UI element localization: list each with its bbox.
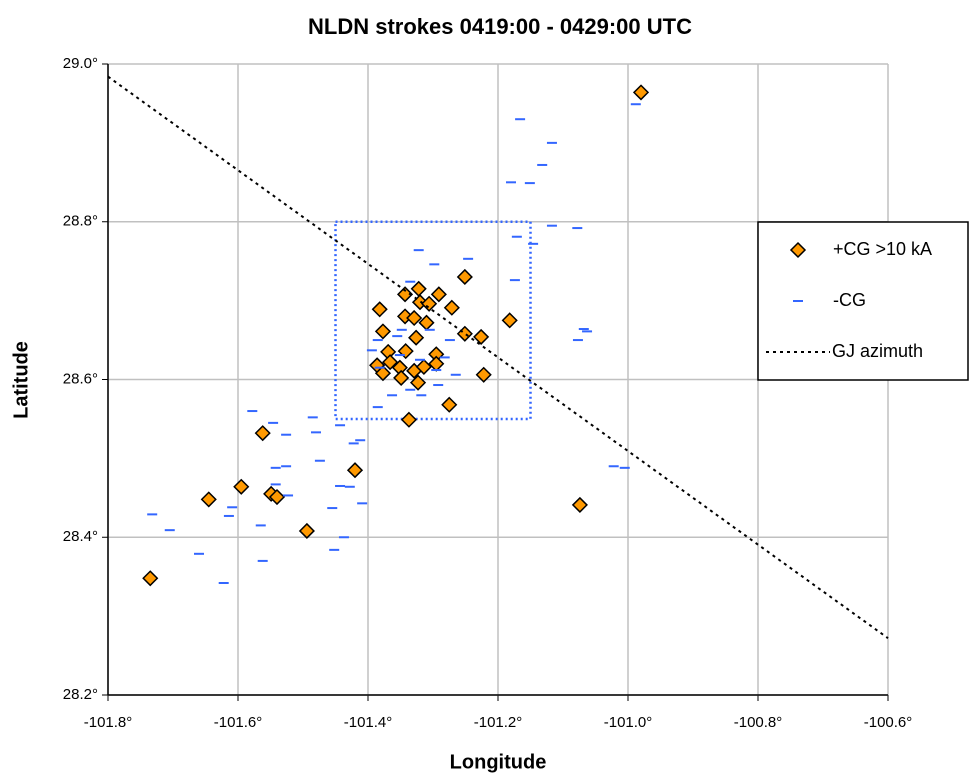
point <box>374 365 392 382</box>
point <box>268 488 286 506</box>
point <box>632 84 650 101</box>
x-tick-label: -101.6° <box>214 714 263 731</box>
point <box>371 301 388 318</box>
point <box>346 462 364 479</box>
point <box>374 323 392 340</box>
y-tick-label: 28.4° <box>63 528 98 545</box>
y-axis-title: Latitude <box>10 341 32 419</box>
x-axis-title: Longitude <box>450 751 547 773</box>
point <box>571 496 588 513</box>
point <box>382 354 399 371</box>
point <box>456 268 473 286</box>
point <box>400 411 418 428</box>
point <box>443 299 460 316</box>
legend-label: -CG <box>833 290 866 310</box>
point <box>254 425 271 442</box>
region-box <box>334 220 532 421</box>
point <box>428 355 445 372</box>
legend-label: +CG >10 kA <box>833 239 932 259</box>
point <box>441 396 458 413</box>
point <box>475 366 492 383</box>
point <box>415 358 432 375</box>
x-tick-label: -101.4° <box>344 714 393 731</box>
point <box>430 286 447 303</box>
point <box>501 312 518 329</box>
chart-title: NLDN strokes 0419:00 - 0429:00 UTC <box>308 14 692 39</box>
y-tick-label: 29.0° <box>63 55 98 72</box>
y-tick-label: 28.8° <box>63 213 98 230</box>
point <box>408 329 425 346</box>
point <box>456 325 473 342</box>
point <box>233 478 250 495</box>
x-tick-label: -101.0° <box>604 714 653 731</box>
point <box>473 328 490 345</box>
point <box>298 522 315 540</box>
point <box>410 280 427 297</box>
point <box>393 369 410 386</box>
point <box>421 295 438 312</box>
x-tick-label: -100.6° <box>864 714 913 731</box>
y-tick-label: 28.6° <box>63 370 98 387</box>
y-tick-label: 28.2° <box>63 686 98 703</box>
x-tick-label: -101.8° <box>84 714 133 731</box>
legend-label: GJ azimuth <box>832 341 923 361</box>
x-tick-label: -101.2° <box>474 714 523 731</box>
point <box>409 374 427 391</box>
legend-marker <box>789 241 807 259</box>
point <box>396 286 414 303</box>
azimuth-line <box>107 75 889 640</box>
point <box>200 491 217 508</box>
point <box>142 570 159 587</box>
x-tick-label: -100.8° <box>734 714 783 731</box>
point <box>406 309 423 327</box>
